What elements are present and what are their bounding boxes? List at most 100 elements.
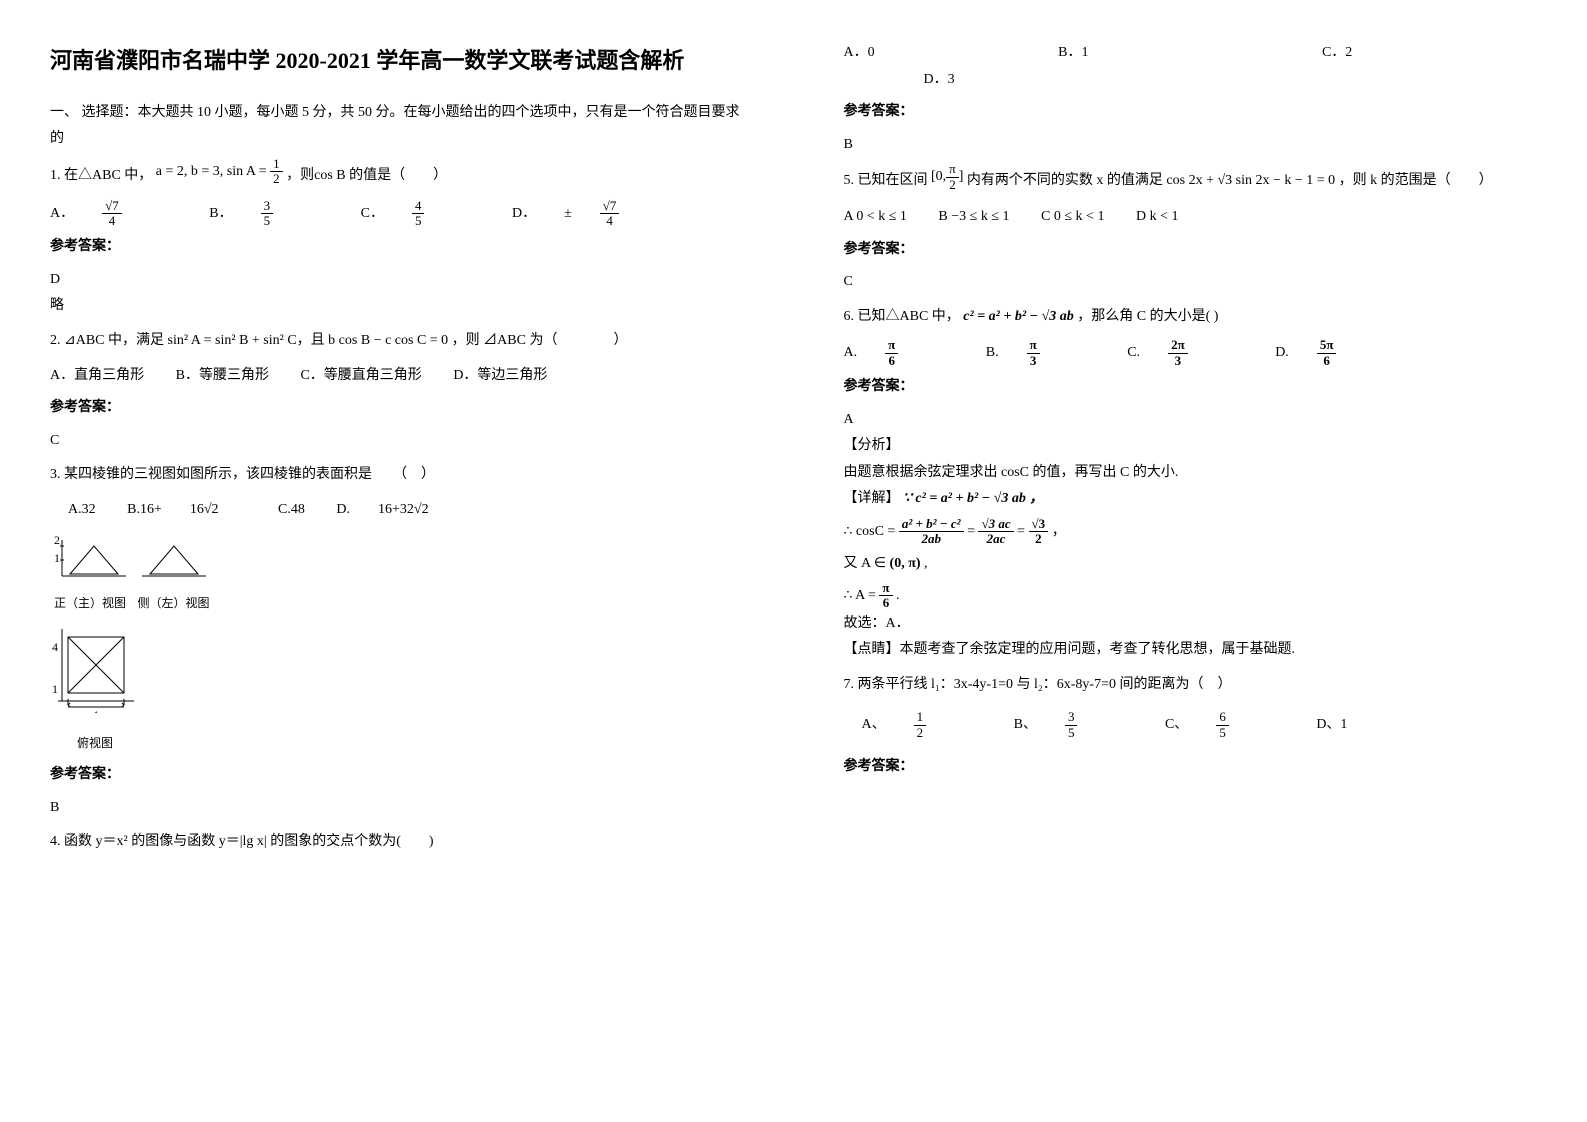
q6-detail: 【详解】 ∵ c² = a² + b² − √3 ab ， xyxy=(844,486,1538,513)
q6-comment: 【点睛】本题考查了余弦定理的应用问题，考查了转化思想，属于基础题. xyxy=(844,637,1538,664)
q1-triangle: △ABC xyxy=(78,168,121,183)
q6-cos-eq1: = xyxy=(887,524,898,539)
q1-tail: 的值是（ ） xyxy=(346,168,448,183)
q6-analysis-text: 由题意根据余弦定理求出 cosC 的值，再写出 C 的大小. xyxy=(844,460,1538,487)
q4-answer: B xyxy=(844,132,1538,159)
q3-options: A.32 B.16+16√2 C.48 D.16+32√2 xyxy=(68,497,744,524)
q5-options: A 0 < k ≤ 1 B −3 ≤ k ≤ 1 C 0 ≤ k < 1 D k… xyxy=(844,204,1538,231)
q1-half: 12 xyxy=(270,157,283,187)
front-view-icon: 2 1 xyxy=(50,532,130,582)
q4-opt-d: D．3 xyxy=(924,67,1538,94)
front-view-group: 2 1 正（主）视图 xyxy=(50,532,130,615)
q6-opt-d: D.5π6 xyxy=(1275,338,1392,368)
q7-opt-d: D、1 xyxy=(1316,712,1347,739)
q6-options: A.π6 B.π3 C.2π3 D.5π6 xyxy=(844,338,1538,368)
q5-int-frac: π2 xyxy=(946,162,959,192)
left-column: 河南省濮阳市名瑞中学 2020-2021 学年高一数学文联考试题含解析 一、 选… xyxy=(0,0,794,1122)
q6-detail-a: ∵ c² = a² + b² − √3 ab ， xyxy=(903,491,1043,506)
q6-range-a: 又 A ∈ xyxy=(844,556,890,571)
answer-label: 参考答案： xyxy=(844,754,1538,781)
q6-comma: ， xyxy=(1052,524,1066,539)
q5-int-r: ] xyxy=(959,169,964,184)
section-1-heading: 一、 选择题：本大题共 10 小题，每小题 5 分，共 50 分。在每小题给出的… xyxy=(50,100,744,153)
q6-a-eq-a: ∴ A = xyxy=(844,588,880,603)
question-7: 7. 两条平行线 l₁：3x-4y-1=0 与 l₂：6x-8y-7=0 间的距… xyxy=(844,672,1538,699)
answer-label: 参考答案： xyxy=(50,762,744,789)
q6-frac1: a² + b² − c²2ab xyxy=(899,517,964,547)
q2-text-b: ，且 b cos B − c cos C = 0 ，则 ⊿ABC 为（ ） xyxy=(297,333,628,348)
q6-a-eq-dot: . xyxy=(893,588,900,603)
q5-int-l: [0, xyxy=(931,169,946,184)
question-6: 6. 已知△ABC 中， c² = a² + b² − √3 ab ，那么角 C… xyxy=(844,304,1538,331)
q1-solution: 略 xyxy=(50,293,744,320)
answer-label: 参考答案： xyxy=(50,395,744,422)
side-view-caption: 侧（左）视图 xyxy=(134,592,214,615)
q5-opt-c: C 0 ≤ k < 1 xyxy=(1041,204,1104,231)
q1-cond: a = 2, b = 3, sin A = xyxy=(156,164,270,179)
q1-opt-c: C．45 xyxy=(361,199,481,229)
dim-4: 4 xyxy=(92,708,98,713)
q1-post: ，则 xyxy=(286,168,314,183)
q6-frac3: √32 xyxy=(1029,517,1049,547)
q6-b: ，那么角 C 的大小是( ) xyxy=(1077,309,1218,324)
q2-opt-d: D．等边三角形 xyxy=(453,363,547,390)
q7-opt-b: B、35 xyxy=(1014,710,1134,740)
q1-text-b: 中， xyxy=(121,168,153,183)
q2-options: A．直角三角形 B．等腰三角形 C．等腰直角三角形 D．等边三角形 xyxy=(50,363,744,390)
q6-opt-c: C.2π3 xyxy=(1127,338,1243,368)
answer-label: 参考答案： xyxy=(844,237,1538,264)
q6-detail-label: 【详解】 xyxy=(844,491,900,506)
q6-range-c: , xyxy=(921,556,928,571)
answer-label: 参考答案： xyxy=(50,234,744,261)
q6-eq: c² = a² + b² − √3 ab xyxy=(963,309,1073,324)
q6-a-eq: ∴ A = π6 . xyxy=(844,581,1538,611)
q2-eq: sin² A = sin² B + sin² C xyxy=(168,333,297,348)
question-3: 3. 某四棱锥的三视图如图所示，该四棱锥的表面积是 （ ） xyxy=(50,462,744,489)
q5-a: 5. 已知在区间 xyxy=(844,173,928,188)
q6-cos-eq3: = xyxy=(1017,524,1028,539)
q2-opt-a: A．直角三角形 xyxy=(50,363,144,390)
q6-opt-a: A.π6 xyxy=(844,338,955,368)
q3-answer: B xyxy=(50,795,744,822)
q2-opt-c: C．等腰直角三角形 xyxy=(300,363,421,390)
answer-label: 参考答案： xyxy=(844,374,1538,401)
q3-opt-d: D.16+32√2 xyxy=(336,497,456,524)
q2-opt-b: B．等腰三角形 xyxy=(176,363,269,390)
top-view-group: 4 1 4 俯视图 xyxy=(50,623,140,754)
q6-frac2: √3 ac2ac xyxy=(978,517,1013,547)
side-view-group: 侧（左）视图 xyxy=(134,532,214,615)
front-view-caption: 正（主）视图 xyxy=(50,592,130,615)
top-view-caption: 俯视图 xyxy=(50,732,140,755)
q4-opt-b: B．1 xyxy=(1058,40,1088,67)
q3-opt-c: C.48 xyxy=(278,497,305,524)
q6-pick: 故选：A． xyxy=(844,611,1538,638)
right-column: A．0 B．1 C．2 D．3 参考答案： B 5. 已知在区间 [0,π2] … xyxy=(794,0,1587,1122)
q1-answer: D xyxy=(50,267,744,294)
q5-opt-a: A 0 < k ≤ 1 xyxy=(844,204,907,231)
q1-opt-b: B．35 xyxy=(209,199,329,229)
q5-opt-b: B −3 ≤ k ≤ 1 xyxy=(938,204,1009,231)
axis-label-1: 1 xyxy=(54,551,60,565)
question-4: 4. 函数 y＝x² 的图像与函数 y＝|lg x| 的图象的交点个数为( ) xyxy=(50,829,744,856)
question-1: 1. 在△ABC 中， a = 2, b = 3, sin A = 12 ，则c… xyxy=(50,161,744,191)
q2-answer: C xyxy=(50,428,744,455)
q4-opt-c: C．2 xyxy=(1322,40,1352,67)
q7-opt-a: A、12 xyxy=(862,710,983,740)
q6-range-b: (0, π) xyxy=(890,556,921,571)
q6-analysis-label: 【分析】 xyxy=(844,433,1538,460)
q5-opt-d: D k < 1 xyxy=(1136,204,1179,231)
q6-cos-eq2: = xyxy=(967,524,978,539)
q6-range: 又 A ∈ (0, π) , xyxy=(844,551,1538,578)
q1-opt-d: D．±√74 xyxy=(512,199,675,229)
question-5: 5. 已知在区间 [0,π2] 内有两个不同的实数 x 的值满足 cos 2x … xyxy=(844,166,1538,196)
q1-opt-a: A．√74 xyxy=(50,199,178,229)
q1-cosb: cos B xyxy=(314,168,346,183)
q1-text-a: 1. 在 xyxy=(50,168,78,183)
side-view-icon xyxy=(134,532,214,582)
q6-a: 6. 已知△ABC 中， xyxy=(844,309,960,324)
q3-opt-b: B.16+16√2 xyxy=(127,497,246,524)
question-2: 2. ⊿ABC 中，满足 sin² A = sin² B + sin² C，且 … xyxy=(50,328,744,355)
three-views-row2: 4 1 4 俯视图 xyxy=(50,623,744,754)
q6-cos-line: ∴ cosC = a² + b² − c²2ab = √3 ac2ac = √3… xyxy=(844,517,1538,547)
answer-label: 参考答案： xyxy=(844,99,1538,126)
